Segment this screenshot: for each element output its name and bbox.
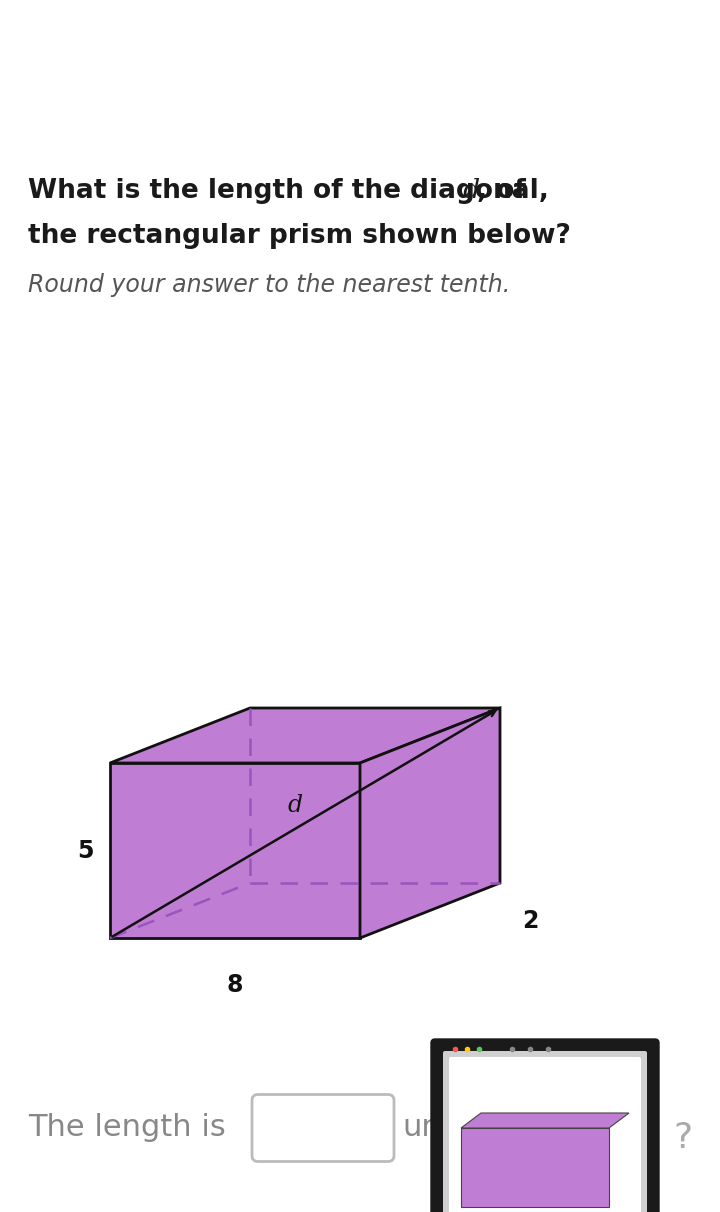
Text: , of: , of [477,178,526,204]
Text: the rectangular prism shown below?: the rectangular prism shown below? [28,223,571,248]
FancyBboxPatch shape [449,1057,641,1212]
Polygon shape [110,708,500,764]
Text: 8: 8 [227,973,243,997]
Polygon shape [461,1128,609,1207]
Text: units.: units. [402,1114,487,1143]
Text: What is the length of the diagonal,: What is the length of the diagonal, [28,178,558,204]
Text: ?: ? [673,1121,692,1155]
Text: The length is: The length is [28,1114,226,1143]
Polygon shape [110,764,360,938]
Text: Pythagorean theorem in 3D: Pythagorean theorem in 3D [72,21,527,48]
Text: 2: 2 [522,909,539,932]
Text: d: d [458,178,480,202]
Polygon shape [461,1113,629,1128]
Text: Round your answer to the nearest tenth.: Round your answer to the nearest tenth. [28,273,510,297]
Text: 5: 5 [77,839,94,863]
Polygon shape [110,708,250,938]
Text: d: d [287,794,302,817]
Polygon shape [360,708,500,938]
FancyBboxPatch shape [431,1039,659,1212]
Polygon shape [110,884,500,938]
Text: ←: ← [27,21,50,48]
FancyBboxPatch shape [443,1051,647,1212]
FancyBboxPatch shape [252,1094,394,1161]
